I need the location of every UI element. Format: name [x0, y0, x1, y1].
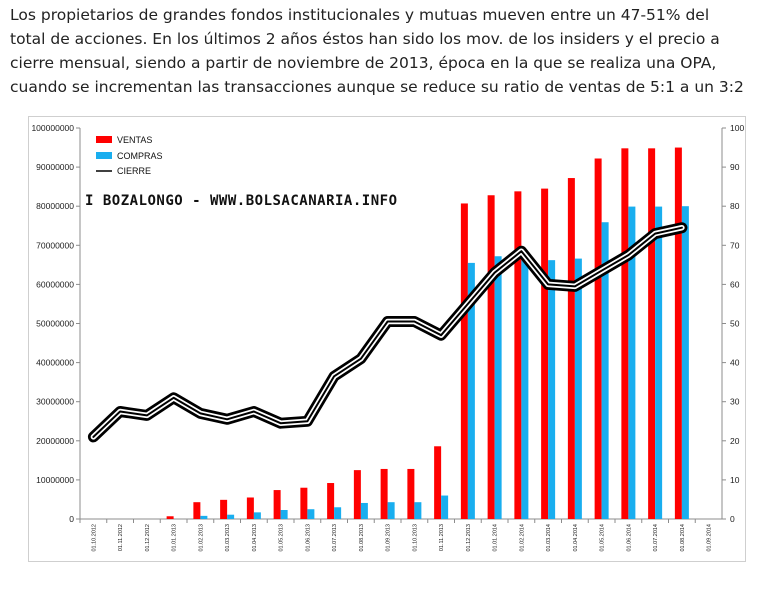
bar-ventas	[193, 502, 201, 519]
x-tick-label: 01.03.2014	[546, 524, 552, 552]
x-tick-label: 01.01.2014	[493, 524, 499, 552]
x-tick-label: 01.11.2012	[118, 524, 124, 551]
bar-compras	[548, 260, 556, 519]
x-tick-label: 01.01.2013	[172, 524, 178, 552]
x-tick-label: 01.12.2012	[145, 524, 151, 552]
bar-compras	[467, 262, 475, 519]
bar-ventas	[487, 195, 495, 519]
x-tick-label: 01.05.2014	[600, 524, 606, 552]
bar-ventas	[594, 158, 602, 520]
x-tick-label: 01.02.2014	[519, 524, 525, 552]
bar-compras	[414, 502, 422, 519]
y-right-tick-label: 80	[730, 201, 740, 211]
x-tick-label: 01.03.2013	[225, 524, 231, 552]
y-left-tick-label: 10000000	[36, 475, 74, 485]
bar-compras	[253, 512, 261, 519]
bar-compras	[441, 495, 449, 519]
x-tick-label: 01.11.2013	[439, 524, 445, 551]
legend-swatch-ventas	[96, 136, 112, 143]
x-tick-label: 01.12.2013	[466, 524, 472, 552]
bar-compras	[360, 502, 368, 519]
x-tick-label: 01.09.2014	[707, 524, 713, 552]
y-right-tick-label: 30	[730, 397, 740, 407]
bar-ventas	[380, 468, 388, 519]
line-cierre	[92, 226, 683, 438]
bar-compras	[200, 515, 208, 519]
y-left-tick-label: 80000000	[36, 201, 74, 211]
bar-compras	[574, 258, 582, 519]
intro-text: Los propietarios de grandes fondos insti…	[10, 3, 770, 99]
bar-ventas	[460, 203, 468, 519]
y-left-tick-label: 100000000	[31, 123, 74, 133]
y-left-tick-label: 70000000	[36, 240, 74, 250]
y-right-tick-label: 100	[730, 123, 744, 133]
bar-ventas	[541, 188, 549, 520]
bar-compras	[280, 510, 288, 519]
x-tick-label: 01.07.2014	[653, 524, 659, 552]
bar-compras	[655, 206, 663, 519]
bar-ventas	[674, 147, 682, 520]
bar-compras	[681, 206, 689, 519]
y-left-tick-label: 90000000	[36, 162, 74, 172]
bar-ventas	[567, 178, 575, 519]
x-tick-label: 01.09.2013	[386, 524, 392, 552]
legend-label-compras: COMPRAS	[117, 151, 163, 161]
watermark-text: I BOZALONGO - WWW.BOLSACANARIA.INFO	[85, 193, 398, 209]
x-tick-label: 01.04.2014	[573, 524, 579, 552]
bar-ventas	[166, 516, 174, 519]
bar-ventas	[300, 487, 308, 519]
bar-ventas	[327, 483, 335, 519]
y-left-tick-label: 60000000	[36, 279, 74, 289]
legend-swatch-compras	[96, 152, 112, 159]
y-left-tick-label: 0	[69, 514, 74, 524]
intro-line: cierre mensual, siendo a partir de novie…	[10, 54, 717, 72]
bar-ventas	[407, 468, 415, 519]
bar-compras	[307, 509, 315, 519]
y-right-tick-label: 60	[730, 279, 740, 289]
bar-ventas	[273, 490, 281, 519]
bar-ventas	[246, 497, 254, 519]
y-right-tick-label: 0	[730, 514, 735, 524]
y-right-tick-label: 40	[730, 358, 740, 368]
bar-ventas	[648, 148, 656, 519]
x-tick-label: 01.08.2014	[680, 524, 686, 552]
line-cierre-gap	[90, 224, 685, 440]
bar-compras	[628, 206, 636, 519]
x-tick-label: 01.04.2013	[252, 524, 258, 552]
bar-ventas	[434, 446, 442, 519]
bar-compras	[227, 514, 235, 519]
bar-compras	[387, 502, 395, 519]
y-right-tick-label: 20	[730, 436, 740, 446]
y-right-tick-label: 50	[730, 319, 740, 329]
y-left-tick-label: 30000000	[36, 397, 74, 407]
bar-ventas	[220, 499, 228, 519]
y-right-tick-label: 70	[730, 240, 740, 250]
x-tick-label: 01.02.2013	[198, 524, 204, 552]
y-left-tick-label: 20000000	[36, 436, 74, 446]
bar-compras	[601, 222, 609, 519]
bar-compras	[334, 507, 342, 519]
y-right-tick-label: 10	[730, 475, 740, 485]
x-tick-label: 01.05.2013	[279, 524, 285, 552]
x-tick-label: 01.06.2014	[626, 524, 632, 552]
x-tick-label: 01.06.2013	[305, 524, 311, 552]
x-tick-label: 01.08.2013	[359, 524, 365, 552]
intro-line: cuando se incrementan las transacciones …	[10, 78, 744, 96]
bar-compras	[494, 256, 502, 519]
legend-label-ventas: VENTAS	[117, 135, 152, 145]
x-tick-label: 01.10.2013	[412, 524, 418, 552]
legend-label-cierre: CIERRE	[117, 166, 151, 176]
x-tick-label: 01.10.2012	[91, 524, 97, 552]
intro-line: total de acciones. En los últimos 2 años…	[10, 30, 720, 48]
bar-ventas	[621, 148, 629, 519]
y-right-tick-label: 90	[730, 162, 740, 172]
bar-compras	[521, 253, 529, 519]
bar-ventas	[514, 191, 522, 520]
bar-ventas	[353, 470, 361, 519]
x-tick-label: 01.07.2013	[332, 524, 338, 552]
y-left-tick-label: 50000000	[36, 319, 74, 329]
intro-line: Los propietarios de grandes fondos insti…	[10, 6, 710, 24]
y-left-tick-label: 40000000	[36, 358, 74, 368]
